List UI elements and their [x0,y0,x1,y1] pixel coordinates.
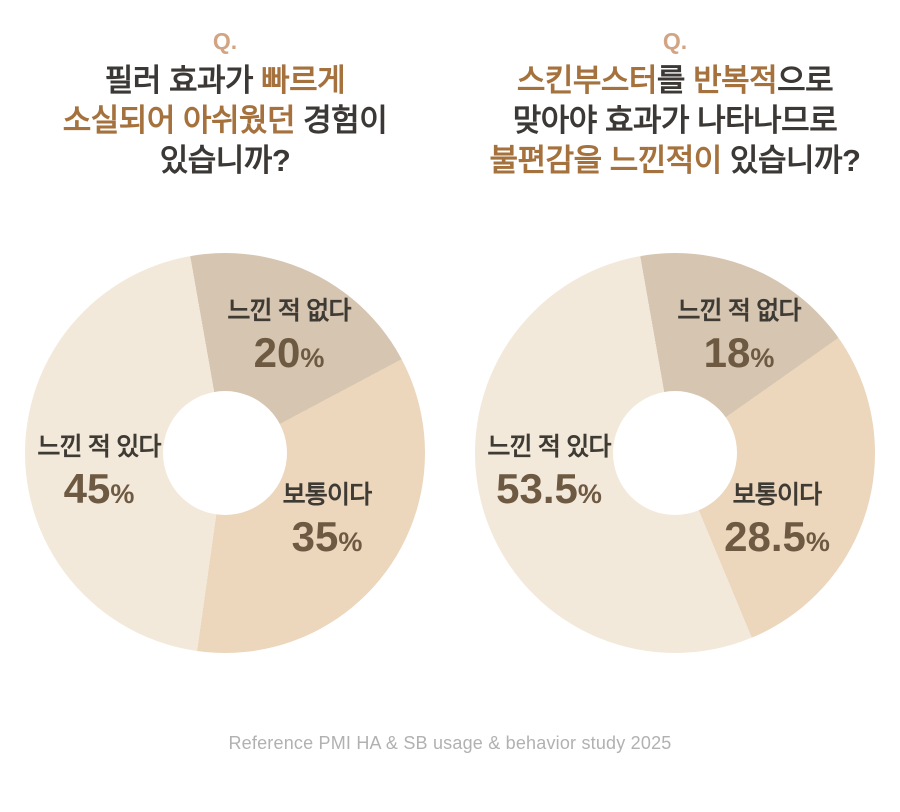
question-run: 맞아야 효과가 나타나므로 [512,103,838,138]
slice-value-number: 28.5 [724,512,806,560]
question-run-highlight: 소실되어 아쉬웠던 [62,103,296,138]
question-line: 불편감을 느낀적이 있습니까? [450,141,900,181]
slice-value: 18% [677,328,800,376]
donut-hole [613,391,737,515]
donut-chart-skinbooster: 느낀 적 없다 18% 보통이다 28.5% 느낀 적 있다 53.5% [475,253,875,653]
percent-sign: % [577,478,602,509]
slice-value: 28.5% [724,512,830,560]
question-run: 있습니까? [159,143,291,178]
column-skinbooster-question: Q. 스킨부스터를 반복적으로 맞아야 효과가 나타나므로 불편감을 느낀적이 … [450,0,900,653]
question-line: 스킨부스터를 반복적으로 [450,61,900,101]
slice-name: 느낀 적 있다 [37,433,161,461]
slice-value-number: 53.5 [496,464,578,512]
question-run: 으로 [777,63,834,98]
slice-label-no: 느낀 적 없다 20% [227,295,351,376]
slice-value-number: 35 [291,512,339,560]
slice-label-yes: 느낀 적 있다 53.5% [487,431,611,512]
slice-name: 느낀 적 없다 [677,297,801,325]
slice-label-neutral: 보통이다 28.5% [724,479,830,560]
percent-sign: % [110,478,135,509]
question-run-highlight: 반복적 [693,63,778,98]
question-title: 필러 효과가 빠르게 소실되어 아쉬웠던 경험이 있습니까? [0,61,450,181]
slice-name: 보통이다 [282,481,373,509]
question-run: 필러 효과가 [104,63,262,98]
question-run: 를 [656,63,694,98]
question-title: 스킨부스터를 반복적으로 맞아야 효과가 나타나므로 불편감을 느낀적이 있습니… [450,61,900,181]
question-line: 필러 효과가 빠르게 [0,61,450,101]
slice-value: 53.5% [487,464,610,512]
slice-value-number: 18 [703,328,751,376]
slice-name: 보통이다 [732,481,823,509]
percent-sign: % [300,342,325,373]
donut-chart-filler: 느낀 적 없다 20% 보통이다 35% 느낀 적 있다 45% [25,253,425,653]
question-line: 소실되어 아쉬웠던 경험이 [0,101,450,141]
question-run: 경험이 [295,103,388,138]
slice-name: 느낀 적 있다 [487,433,611,461]
question-run-highlight: 빠르게 [261,63,346,98]
question-run-highlight: 불편감을 느낀적이 [489,143,723,178]
slice-value: 45% [37,464,160,512]
percent-sign: % [338,526,363,557]
slice-name: 느낀 적 없다 [227,297,351,325]
donut-hole [163,391,287,515]
percent-sign: % [805,526,830,557]
question-line: 맞아야 효과가 나타나므로 [450,101,900,141]
question-run: 있습니까? [721,143,861,178]
question-mark-label: Q. [212,28,238,54]
slice-label-yes: 느낀 적 있다 45% [37,431,161,512]
slice-value: 20% [227,328,350,376]
chart-columns: Q. 필러 효과가 빠르게 소실되어 아쉬웠던 경험이 있습니까? 느낀 적 없… [0,0,900,653]
reference-footnote: Reference PMI HA & SB usage & behavior s… [228,733,672,753]
slice-label-no: 느낀 적 없다 18% [677,295,801,376]
slice-label-neutral: 보통이다 35% [282,479,373,560]
question-run-highlight: 스킨부스터 [516,63,658,98]
column-filler-question: Q. 필러 효과가 빠르게 소실되어 아쉬웠던 경험이 있습니까? 느낀 적 없… [0,0,450,653]
slice-value-number: 45 [63,464,111,512]
slice-value: 35% [283,512,372,560]
slice-value-number: 20 [253,328,301,376]
question-mark-label: Q. [662,28,688,54]
percent-sign: % [750,342,775,373]
question-line: 있습니까? [0,141,450,181]
